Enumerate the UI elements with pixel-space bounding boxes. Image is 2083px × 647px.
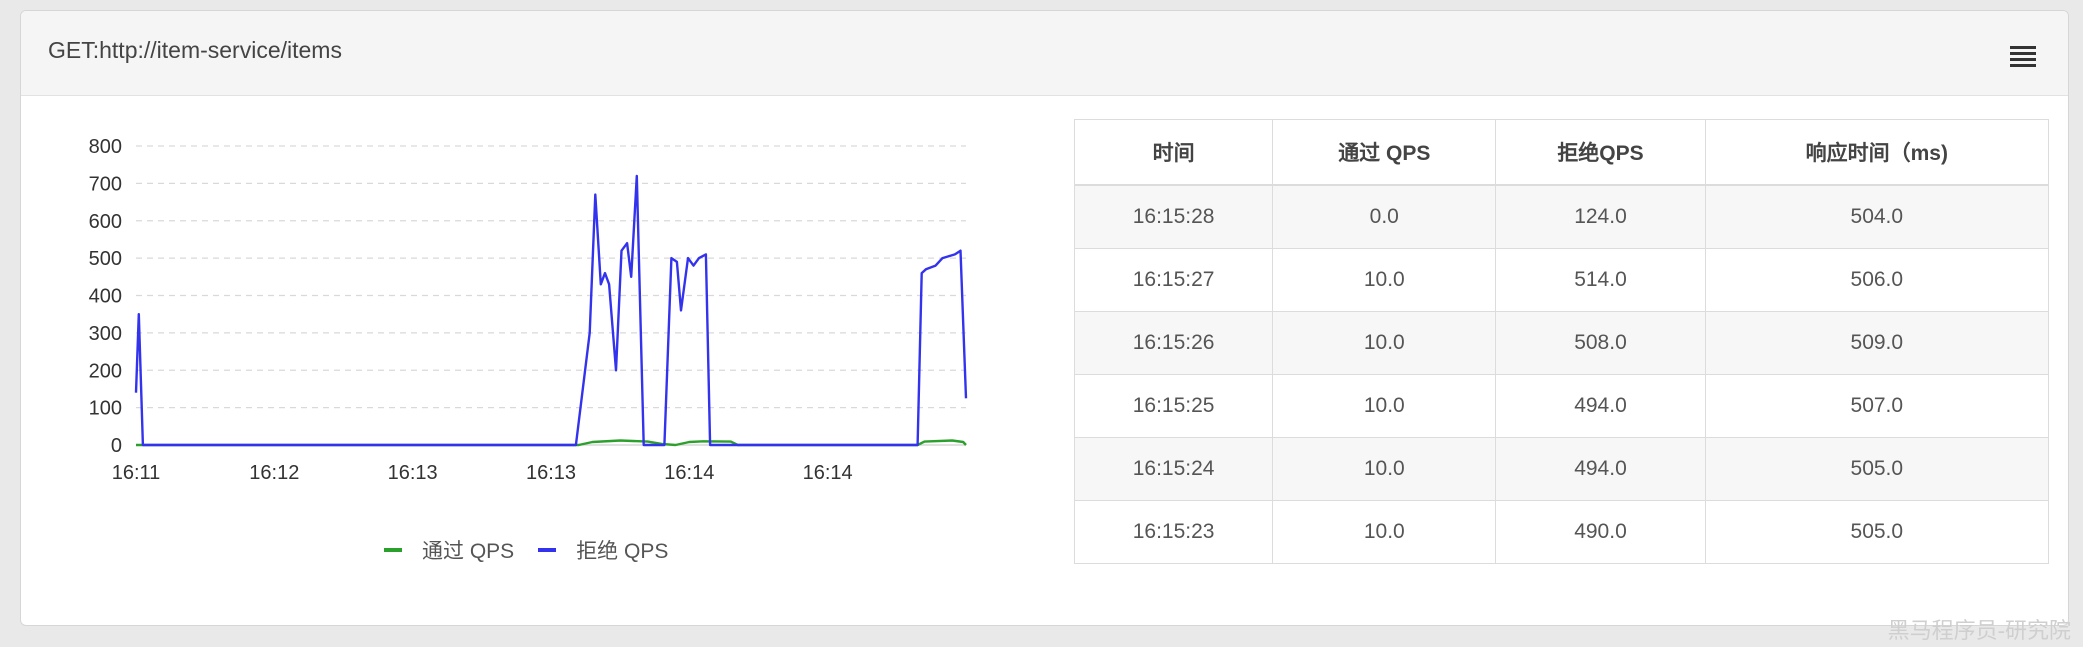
- y-tick-label: 800: [89, 136, 122, 158]
- y-tick-label: 0: [111, 435, 122, 457]
- header-pass-qps: 通过 QPS: [1272, 119, 1497, 186]
- qps-table: 时间 通过 QPS 拒绝QPS 响应时间（ms) 16:15:28 0.0 12…: [1073, 119, 2050, 564]
- cell-pass-qps: 10.0: [1272, 500, 1497, 564]
- legend-swatch-pass: [384, 548, 402, 552]
- cell-response-time: 505.0: [1704, 437, 2050, 501]
- y-tick-label: 500: [89, 248, 122, 270]
- table-row: 16:15:25 10.0 494.0 507.0: [1073, 374, 2050, 438]
- legend-item-reject-qps[interactable]: 拒绝 QPS: [538, 535, 668, 565]
- legend-swatch-reject: [538, 548, 557, 552]
- table-row: 16:15:27 10.0 514.0 506.0: [1073, 248, 2050, 312]
- chart-legend: 通过 QPS 拒绝 QPS: [384, 535, 692, 565]
- watermark: 黑马程序员-研究院: [1887, 619, 2071, 644]
- cell-pass-qps: 10.0: [1272, 311, 1497, 375]
- x-tick-label: 16:14: [803, 462, 853, 484]
- hamburger-menu-icon[interactable]: [2010, 45, 2036, 67]
- cell-time: 16:15:23: [1073, 500, 1274, 564]
- header-reject-qps: 拒绝QPS: [1495, 119, 1706, 186]
- cell-time: 16:15:25: [1073, 374, 1274, 438]
- cell-reject-qps: 494.0: [1495, 437, 1706, 501]
- series-line-pass-qps: [136, 439, 967, 447]
- header-response-time: 响应时间（ms): [1704, 119, 2050, 186]
- x-tick-label: 16:13: [388, 462, 438, 484]
- y-tick-label: 300: [89, 323, 122, 345]
- cell-time: 16:15:28: [1073, 184, 1274, 249]
- chart-canvas: 0 100 200 300 400 500 600 700 800 16:11 16:12 16:13…: [89, 136, 968, 484]
- cell-time: 16:15:26: [1073, 311, 1274, 375]
- y-tick-label: 200: [89, 360, 122, 382]
- cell-response-time: 509.0: [1704, 311, 2050, 375]
- cell-pass-qps: 10.0: [1272, 248, 1497, 312]
- header-time: 时间: [1073, 119, 1274, 186]
- cell-reject-qps: 494.0: [1495, 374, 1706, 438]
- qps-panel: GET:http://item-service/items 0 100 200 300…: [20, 10, 2069, 626]
- cell-response-time: 504.0: [1704, 184, 2050, 249]
- series-line-reject-qps: [134, 174, 968, 447]
- cell-time: 16:15:27: [1073, 248, 1274, 312]
- cell-reject-qps: 490.0: [1495, 500, 1706, 564]
- y-tick-label: 400: [89, 286, 122, 308]
- legend-item-pass-qps[interactable]: 通过 QPS: [384, 535, 514, 565]
- table-row: 16:15:24 10.0 494.0 505.0: [1073, 437, 2050, 501]
- x-tick-label: 16:11: [112, 462, 161, 484]
- qps-line-chart: 0 100 200 300 400 500 600 700 800 16:11 16:12 16:13…: [21, 95, 1021, 615]
- panel-title: GET:http://item-service/items: [48, 37, 342, 63]
- cell-pass-qps: 0.0: [1272, 184, 1497, 249]
- legend-label-reject: 拒绝 QPS: [576, 540, 669, 563]
- y-tick-label: 100: [89, 398, 122, 420]
- x-tick-label: 16:12: [249, 462, 299, 484]
- panel-header: GET:http://item-service/items: [21, 11, 2068, 96]
- cell-time: 16:15:24: [1073, 437, 1274, 501]
- cell-reject-qps: 508.0: [1495, 311, 1706, 375]
- legend-label-pass: 通过 QPS: [422, 540, 515, 563]
- cell-response-time: 505.0: [1704, 500, 2050, 564]
- cell-response-time: 506.0: [1704, 248, 2050, 312]
- table-header-row: 时间 通过 QPS 拒绝QPS 响应时间（ms): [1073, 119, 2050, 186]
- cell-reject-qps: 124.0: [1495, 184, 1706, 249]
- table-row: 16:15:26 10.0 508.0 509.0: [1073, 311, 2050, 375]
- y-tick-label: 600: [89, 211, 122, 233]
- cell-response-time: 507.0: [1704, 374, 2050, 438]
- x-tick-label: 16:14: [664, 462, 714, 484]
- x-tick-label: 16:13: [526, 462, 576, 484]
- table-row: 16:15:28 0.0 124.0 504.0: [1073, 184, 2050, 249]
- cell-pass-qps: 10.0: [1272, 374, 1497, 438]
- cell-pass-qps: 10.0: [1272, 437, 1497, 501]
- table-row: 16:15:23 10.0 490.0 505.0: [1073, 500, 2050, 564]
- cell-reject-qps: 514.0: [1495, 248, 1706, 312]
- y-tick-label: 700: [89, 173, 122, 195]
